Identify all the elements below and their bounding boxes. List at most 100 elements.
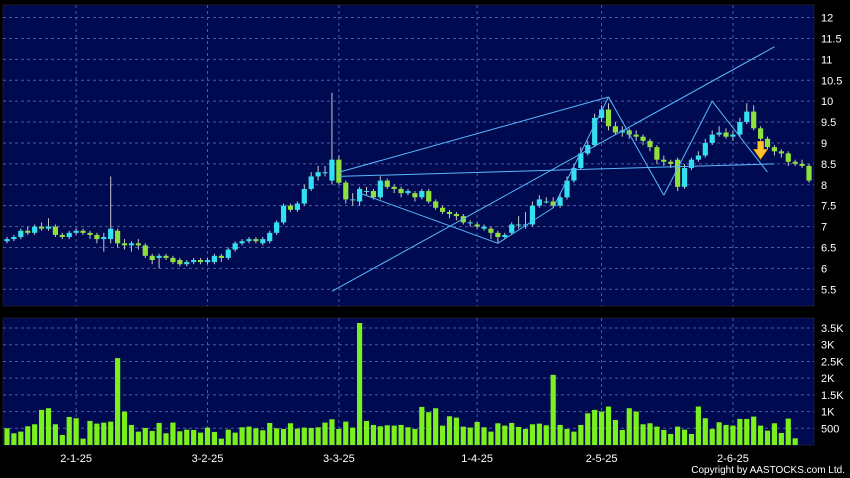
volume-bar — [640, 424, 646, 445]
candle-body — [32, 226, 38, 233]
volume-bar — [592, 409, 598, 445]
candle-body — [253, 239, 259, 242]
candle — [598, 105, 605, 123]
volume-bar — [357, 323, 363, 445]
candle — [412, 191, 418, 202]
candle — [52, 224, 58, 238]
volume-bar — [59, 434, 65, 445]
candle-body — [301, 188, 307, 204]
candle — [336, 155, 342, 185]
volume-bar — [170, 422, 176, 445]
candle — [702, 138, 708, 158]
candle-body — [598, 109, 605, 118]
candle — [128, 241, 135, 252]
volume-bar — [267, 422, 273, 445]
candle — [681, 163, 688, 189]
volume-bar — [66, 416, 72, 445]
volume-bar — [433, 408, 439, 445]
volume-panel — [2, 317, 815, 446]
volume-bar — [177, 431, 183, 445]
candle — [398, 186, 404, 198]
candle-body — [543, 201, 549, 203]
candle — [716, 126, 722, 137]
volume-bar — [598, 411, 605, 445]
candle — [280, 203, 287, 225]
candle-body — [771, 147, 778, 152]
candle-body — [502, 234, 508, 238]
candle — [94, 232, 100, 244]
volume-bar — [654, 426, 660, 445]
candle-body — [149, 255, 155, 261]
price-tick-label: 6 — [821, 263, 827, 275]
candle-body — [350, 199, 356, 201]
candle-body — [737, 122, 743, 135]
candle — [744, 103, 750, 125]
trendline — [497, 207, 554, 244]
candle-body — [370, 191, 377, 198]
candle-body — [626, 130, 632, 135]
candle-body — [688, 159, 695, 169]
candle-body — [419, 191, 425, 198]
volume-bar-series — [4, 323, 798, 445]
candle — [799, 159, 805, 169]
candle — [45, 218, 52, 231]
volume-bar — [18, 431, 24, 445]
volume-tick-label: 1K — [821, 407, 835, 419]
candle-body — [184, 262, 190, 265]
volume-bar — [121, 411, 128, 445]
candle-body — [446, 211, 453, 215]
candle-body — [322, 172, 328, 174]
date-tick-label: 3-2-25 — [192, 453, 224, 465]
volume-bar — [80, 438, 86, 445]
candle-body — [73, 230, 79, 233]
volume-bar — [11, 433, 17, 445]
volume-bar — [253, 428, 259, 445]
candle-body — [695, 155, 701, 160]
candle-body — [260, 239, 266, 244]
price-tick-label: 11 — [821, 54, 832, 66]
candle — [11, 234, 17, 242]
candle-body — [439, 207, 446, 212]
trendline-group — [331, 46, 775, 292]
volume-bar — [612, 419, 619, 445]
volume-bar — [377, 426, 383, 445]
candle-body — [163, 255, 169, 258]
candle-body — [612, 126, 619, 133]
candle-body — [481, 226, 487, 229]
candle-body — [412, 193, 418, 198]
volume-bar — [336, 428, 342, 445]
candle — [557, 193, 563, 208]
candle — [384, 178, 390, 189]
candle — [225, 247, 231, 261]
candle-body — [585, 145, 591, 154]
candle-body — [605, 109, 612, 127]
volume-bar — [778, 432, 784, 445]
candle-body — [11, 237, 17, 240]
candle — [260, 237, 266, 246]
volume-bar — [529, 424, 536, 445]
volume-bar — [578, 424, 584, 445]
candle-body — [87, 232, 93, 235]
volume-bar — [101, 422, 107, 445]
candle-body — [792, 161, 798, 164]
price-tick-label: 10 — [821, 96, 833, 108]
candle — [605, 103, 612, 131]
candle — [253, 237, 259, 244]
volume-bar — [446, 416, 453, 445]
price-tick-label: 8 — [821, 180, 827, 192]
trendline — [338, 163, 775, 177]
candle-body — [294, 203, 300, 210]
candle-body — [433, 201, 439, 208]
date-tick-label: 2-5-25 — [586, 453, 618, 465]
candle-body — [661, 159, 667, 162]
candle-body — [315, 172, 321, 177]
volume-bar — [619, 429, 625, 445]
candle — [751, 105, 757, 131]
price-tick-label: 11.5 — [821, 33, 842, 45]
candle — [439, 205, 446, 215]
candle-body — [211, 255, 218, 263]
candle-body — [343, 182, 349, 200]
volume-bar — [197, 432, 204, 445]
candle — [446, 209, 453, 219]
candle-body — [758, 128, 764, 139]
